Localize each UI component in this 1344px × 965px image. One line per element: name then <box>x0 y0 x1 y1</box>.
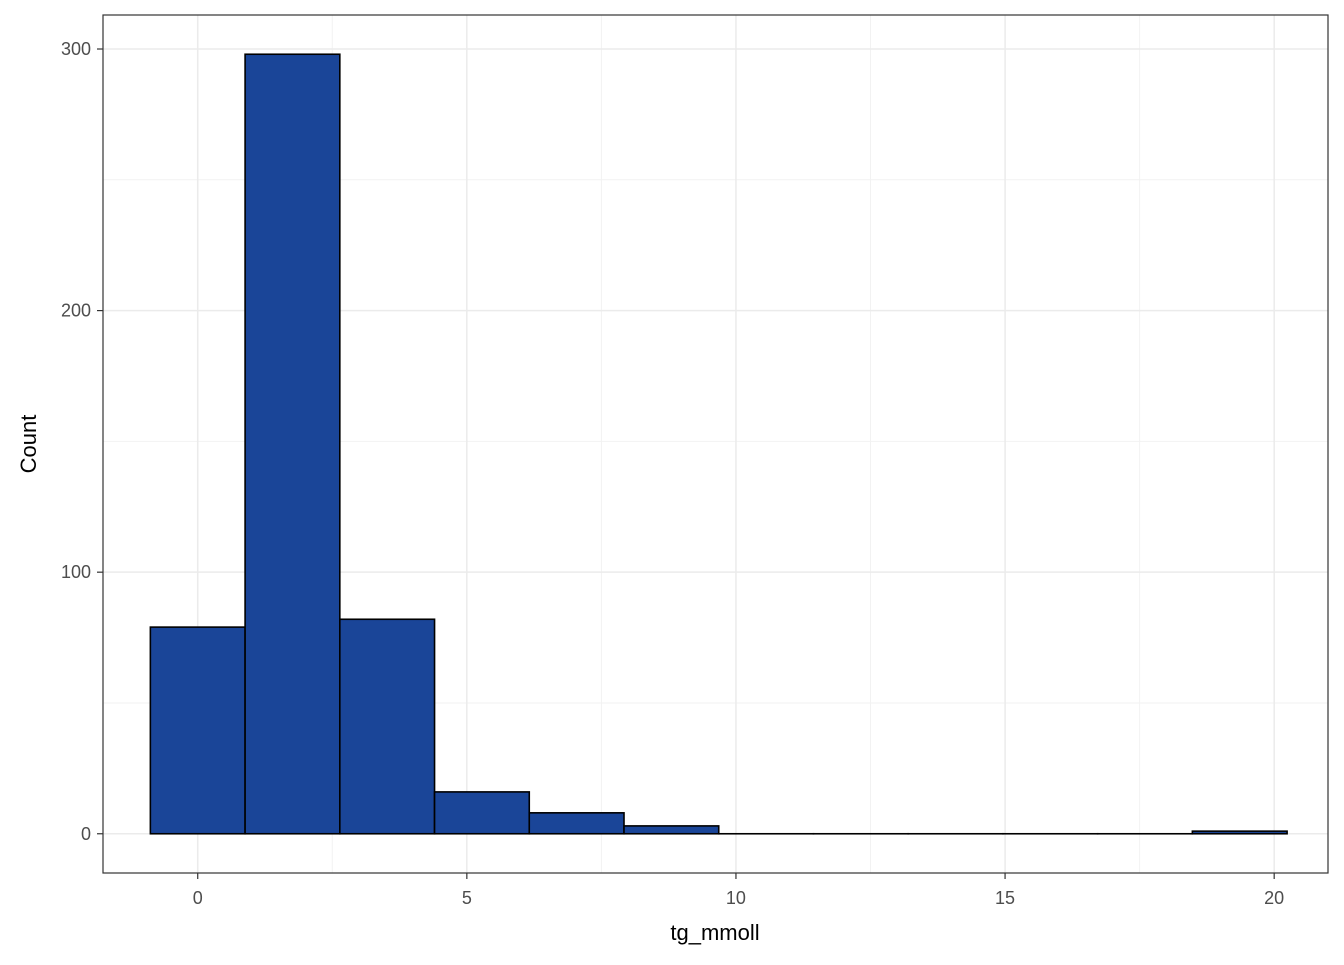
y-tick-label: 200 <box>61 301 91 321</box>
y-tick-label: 0 <box>81 824 91 844</box>
x-tick-label: 10 <box>726 888 746 908</box>
y-axis-ticks: 0 100 200 300 <box>61 39 103 844</box>
histogram-bar <box>529 813 624 834</box>
histogram-bar <box>435 792 530 834</box>
x-tick-label: 15 <box>995 888 1015 908</box>
histogram-bar <box>340 619 435 834</box>
histogram-bar <box>150 627 245 834</box>
y-axis-title: Count <box>16 415 41 474</box>
x-axis-title: tg_mmoll <box>670 920 759 945</box>
x-tick-label: 5 <box>462 888 472 908</box>
y-tick-label: 300 <box>61 39 91 59</box>
histogram-bar <box>1192 831 1287 834</box>
histogram-bar <box>624 826 719 834</box>
y-tick-label: 100 <box>61 562 91 582</box>
x-tick-label: 20 <box>1264 888 1284 908</box>
histogram-bar <box>245 54 340 834</box>
x-axis-ticks: 0 5 10 15 20 <box>193 873 1284 908</box>
x-tick-label: 0 <box>193 888 203 908</box>
